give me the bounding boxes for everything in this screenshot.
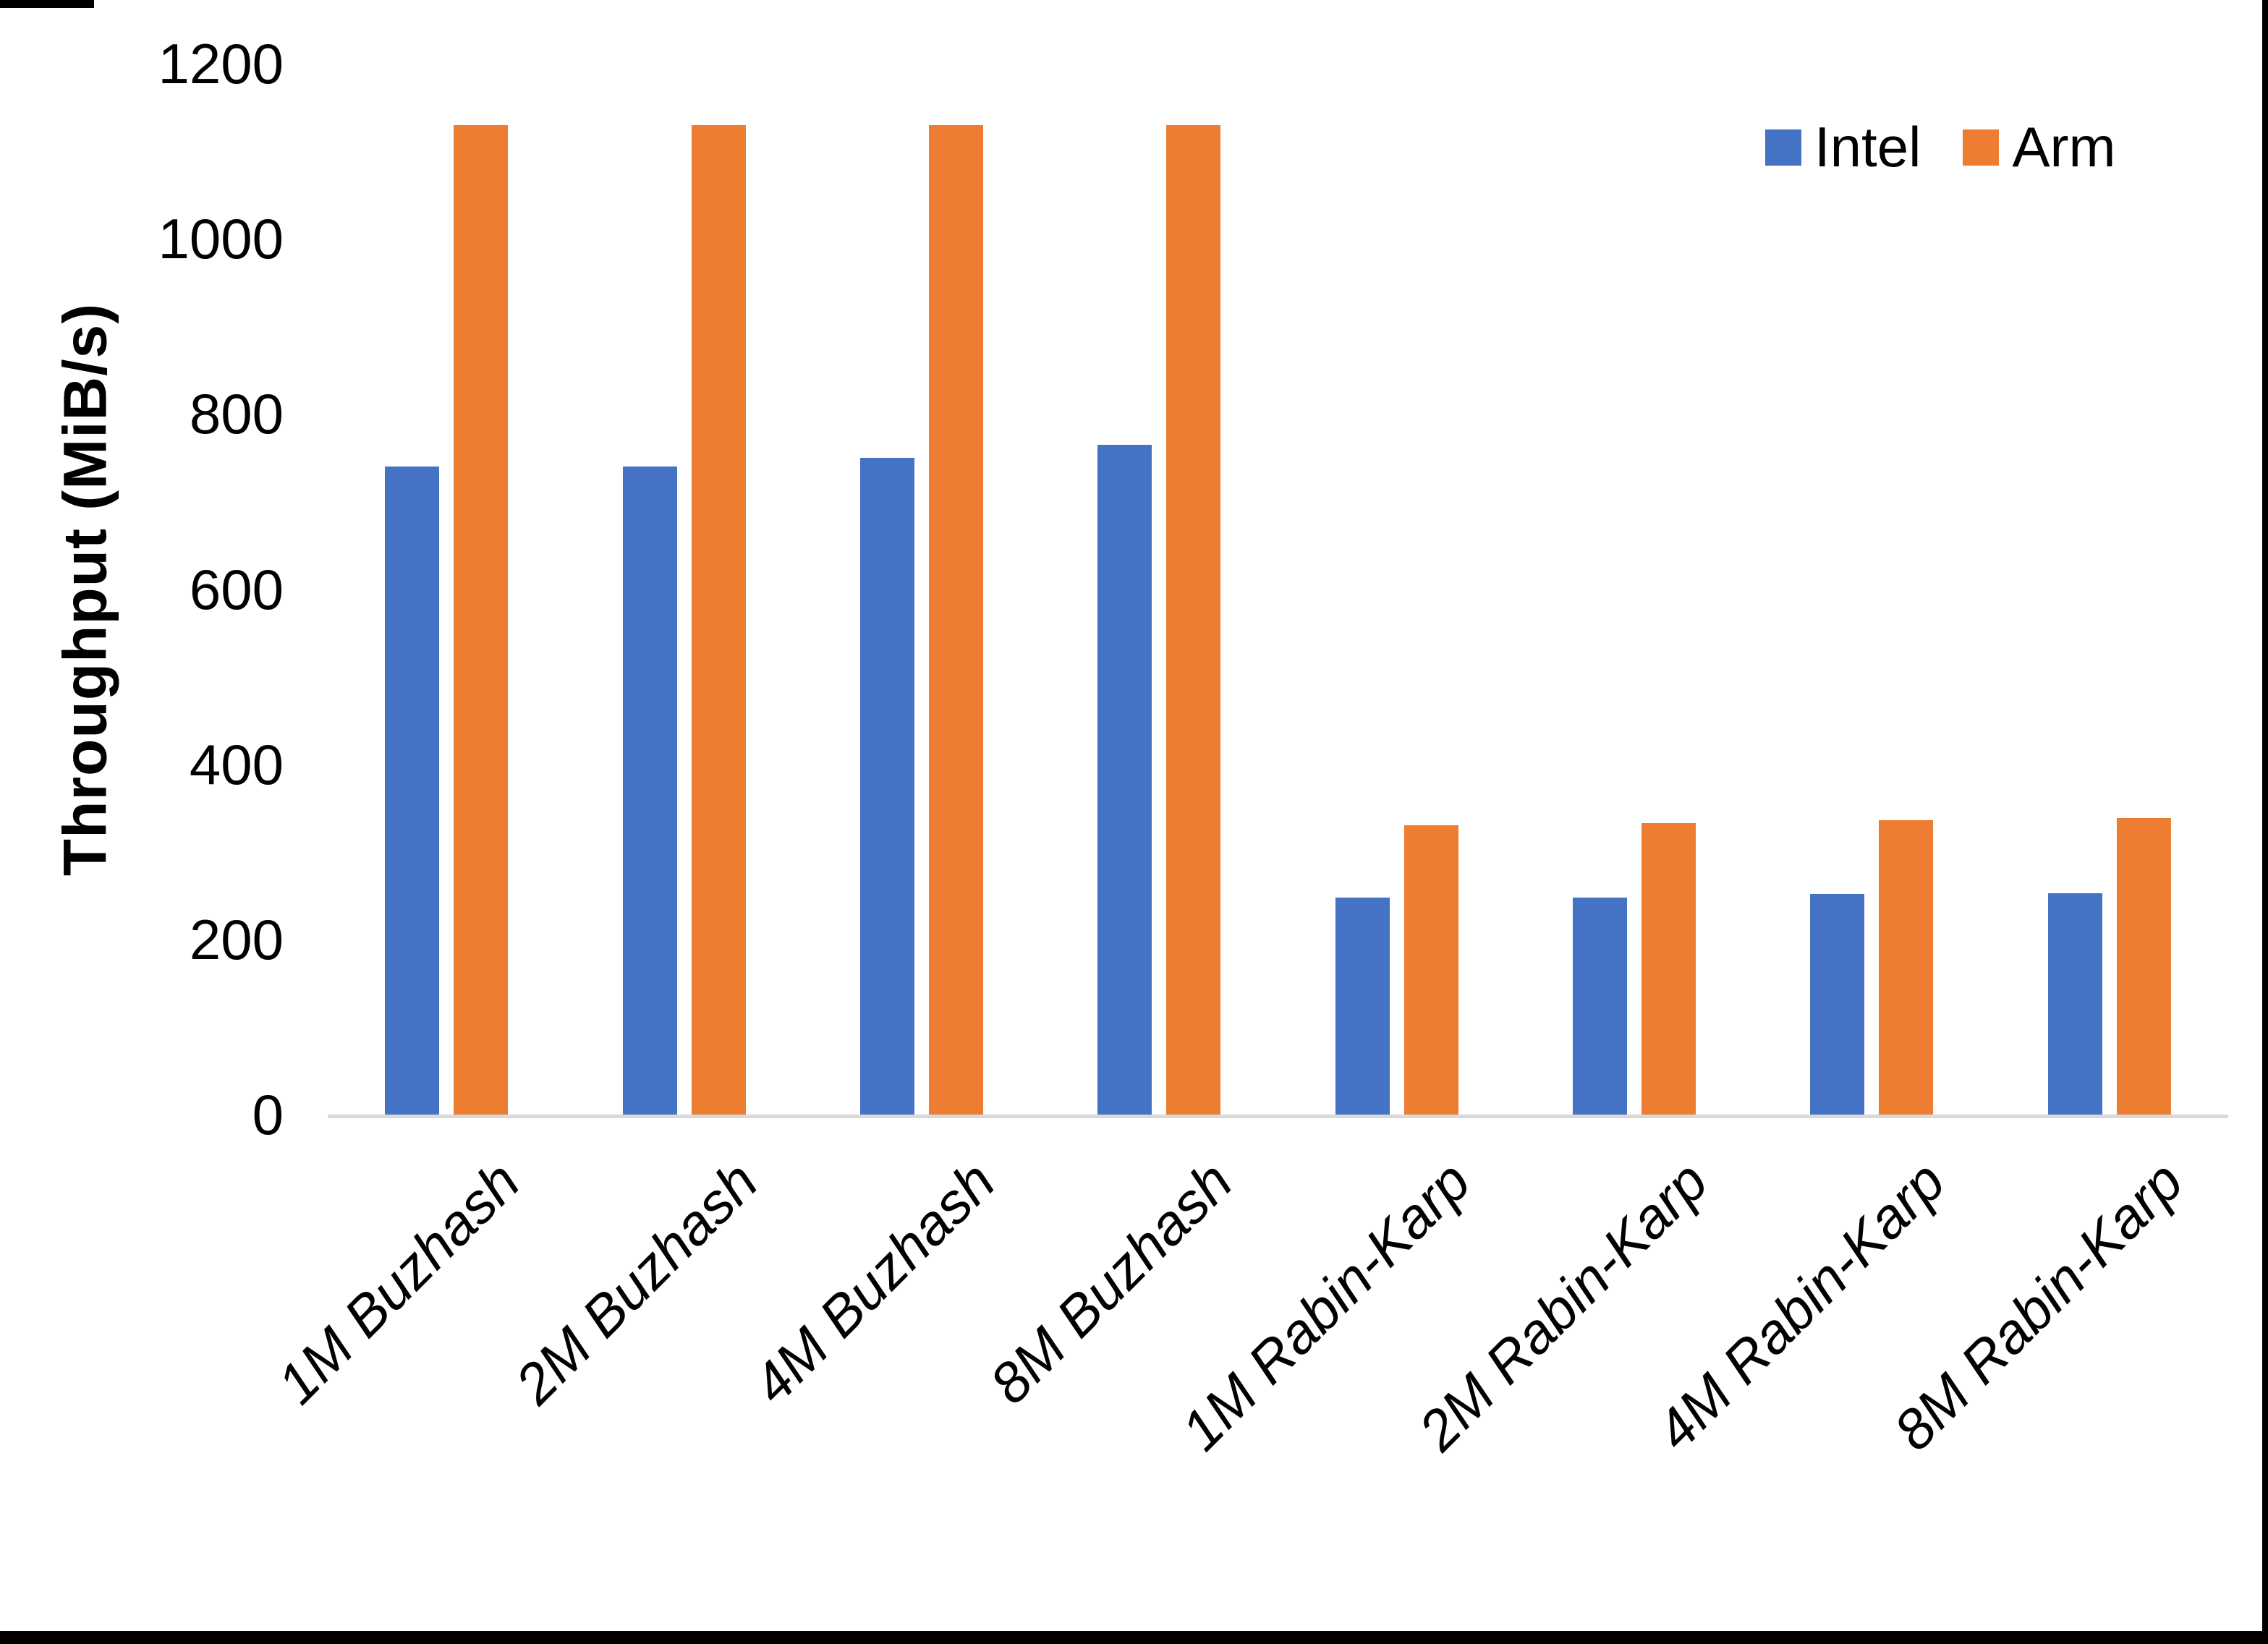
bar-group-4m-buzhash (803, 64, 1040, 1115)
bar-group-8m-rabin-karp (1991, 64, 2228, 1115)
y-tick-label: 600 (189, 557, 284, 621)
bar-group-2m-buzhash (565, 64, 802, 1115)
legend: Intel Arm (1765, 114, 2115, 180)
bar-intel-4m-buzhash (859, 457, 914, 1115)
bar-group-4m-rabin-karp (1753, 64, 1990, 1115)
legend-item-arm: Arm (1963, 114, 2115, 180)
y-tick-label: 800 (189, 382, 284, 446)
bar-arm-1m-rabin-karp (1403, 825, 1458, 1115)
y-tick-label: 0 (252, 1083, 284, 1146)
bar-intel-4m-rabin-karp (1810, 893, 1865, 1115)
legend-swatch-arm (1963, 129, 2000, 166)
bar-intel-2m-rabin-karp (1573, 897, 1628, 1115)
bar-arm-2m-buzhash (691, 124, 746, 1115)
top-left-border-strip (0, 0, 94, 8)
bar-intel-2m-buzhash (622, 466, 677, 1115)
x-axis-line (328, 1115, 2228, 1118)
y-tick-label: 400 (189, 732, 284, 796)
y-tick-label: 1200 (158, 32, 284, 95)
bar-arm-2m-rabin-karp (1641, 822, 1696, 1115)
bar-arm-1m-buzhash (454, 124, 509, 1115)
right-border-strip (2262, 0, 2268, 1644)
plot-area (328, 64, 2228, 1115)
bar-arm-8m-buzhash (1166, 124, 1221, 1115)
bar-group-1m-rabin-karp (1278, 64, 1516, 1115)
legend-swatch-intel (1765, 129, 1801, 166)
bar-arm-4m-buzhash (928, 124, 983, 1115)
bar-intel-8m-buzhash (1097, 444, 1152, 1115)
bar-group-8m-buzhash (1040, 64, 1278, 1115)
bar-intel-1m-buzhash (385, 466, 440, 1115)
bar-arm-8m-rabin-karp (2116, 817, 2171, 1115)
bar-group-2m-rabin-karp (1516, 64, 1753, 1115)
bar-arm-4m-rabin-karp (1879, 820, 1934, 1115)
legend-item-intel: Intel (1765, 114, 1921, 180)
y-tick-label: 200 (189, 907, 284, 971)
legend-label-arm: Arm (2012, 115, 2116, 179)
bar-intel-8m-rabin-karp (2047, 893, 2102, 1115)
bar-intel-1m-rabin-karp (1335, 897, 1390, 1115)
bar-group-1m-buzhash (328, 64, 565, 1115)
bottom-border-strip (0, 1631, 2268, 1644)
legend-label-intel: Intel (1814, 115, 1921, 179)
y-tick-label: 1000 (158, 207, 284, 271)
